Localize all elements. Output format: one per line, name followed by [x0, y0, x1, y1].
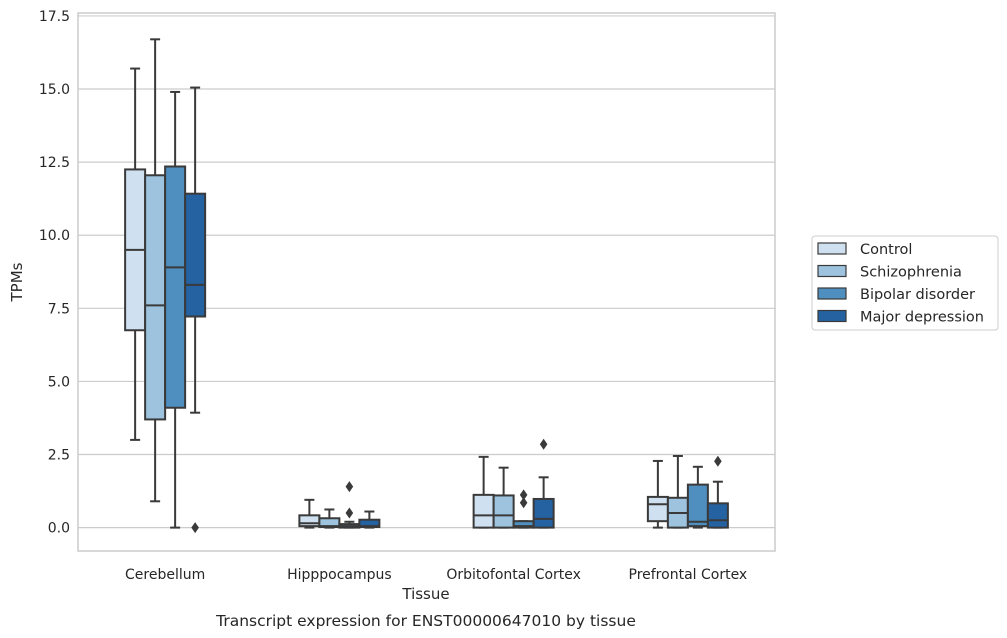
plot-frame: [77, 12, 776, 552]
box-2-3: [532, 438, 555, 529]
legend-swatch: [817, 287, 847, 300]
y-tick-label: 5.0: [48, 374, 70, 390]
outlier-point: [519, 489, 528, 501]
box-3-1: [666, 454, 689, 529]
x-axis-label: Tissue: [401, 585, 449, 603]
box-0-1: [144, 38, 167, 503]
outlier-point: [714, 455, 722, 467]
box-2-1: [492, 466, 515, 529]
box-0-0: [124, 67, 147, 441]
box-body: [164, 165, 187, 409]
outlier-point: [519, 497, 528, 509]
y-axis-label: TPMs: [8, 262, 26, 302]
x-tick-label: Orbitofontal Cortex: [446, 567, 581, 583]
legend-label: Major depression: [860, 310, 984, 326]
legend-swatch: [817, 309, 847, 323]
box-1-0: [298, 498, 321, 529]
box-body: [532, 497, 555, 529]
y-tick-label: 12.5: [39, 155, 70, 171]
legend-swatch: [817, 264, 847, 278]
y-tick-label: 10.0: [39, 228, 70, 244]
box-0-3: [184, 86, 207, 534]
legend-label: Schizophrenia: [860, 265, 962, 281]
outlier-point: [191, 522, 199, 534]
outlier-point: [539, 438, 548, 450]
y-tick-label: 7.5: [48, 301, 70, 317]
box-1-1: [318, 508, 341, 529]
box-2-0: [472, 455, 495, 529]
box-3-2: [686, 465, 709, 529]
x-axis-ticks: Cerebellum Hipppocampus Orbitofontal Corte…: [125, 567, 747, 583]
legend-swatch: [817, 242, 847, 255]
box-body: [472, 493, 495, 529]
legend-label: Control: [860, 242, 912, 258]
box-2-2: [512, 489, 535, 529]
legend-frame: [811, 235, 999, 331]
y-tick-label: 0.0: [48, 521, 70, 537]
y-axis-ticks: 0.0 2.5 5.0 7.5 10.0 12.5 15.0 17.5: [39, 9, 70, 537]
boxes: [124, 38, 729, 534]
box-0-2: [164, 90, 187, 529]
y-tick-label: 15.0: [39, 82, 70, 98]
box-body: [492, 494, 515, 529]
box-body: [686, 483, 709, 528]
box-3-3: [706, 455, 729, 529]
x-tick-label: Prefrontal Cortex: [629, 567, 748, 583]
box-body: [298, 514, 321, 528]
box-body: [184, 192, 207, 318]
x-tick-label: Hipppocampus: [287, 567, 392, 583]
chart-caption: Transcript expression for ENST0000064701…: [215, 612, 636, 630]
legend-label: Bipolar disorder: [860, 287, 975, 303]
box-body: [144, 174, 167, 421]
y-tick-label: 17.5: [39, 9, 70, 25]
y-tick-label: 2.5: [48, 448, 70, 464]
box-3-0: [646, 459, 669, 529]
outlier-point: [345, 507, 354, 519]
x-tick-label: Cerebellum: [125, 567, 205, 583]
box-body: [646, 495, 669, 523]
box-1-3: [358, 510, 381, 529]
outlier-point: [345, 481, 354, 493]
box-1-2: [338, 481, 361, 529]
legend: Control Schizophrenia Bipolar disorder Majo…: [811, 235, 999, 331]
box-body: [706, 502, 729, 529]
